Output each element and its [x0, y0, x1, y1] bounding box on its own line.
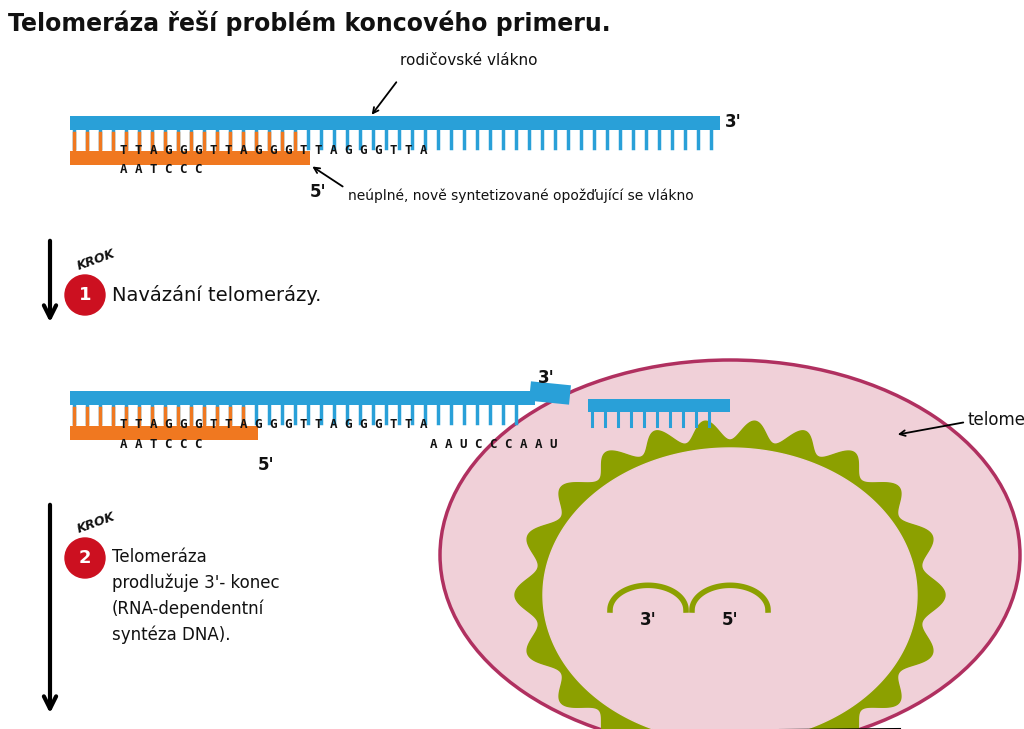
Text: prodlužuje 3'- konec: prodlužuje 3'- konec — [112, 574, 280, 593]
Text: Telomeráza řeší problém koncového primeru.: Telomeráza řeší problém koncového primer… — [8, 10, 610, 36]
Text: rodičovské vlákno: rodičovské vlákno — [400, 53, 538, 68]
Text: A A T C C C: A A T C C C — [120, 163, 203, 176]
Text: neúplné, nově syntetizované opožďující se vlákno: neúplné, nově syntetizované opožďující s… — [348, 188, 693, 203]
Text: telomeráza: telomeráza — [968, 411, 1024, 429]
Text: 3': 3' — [725, 113, 741, 131]
Ellipse shape — [440, 360, 1020, 729]
Text: KROK: KROK — [75, 510, 117, 536]
Polygon shape — [515, 421, 945, 729]
Bar — [588, 399, 730, 412]
Text: (RNA-dependentní: (RNA-dependentní — [112, 600, 264, 618]
Circle shape — [65, 538, 105, 578]
Text: 5': 5' — [310, 183, 327, 201]
Text: Navázání telomerázy.: Navázání telomerázy. — [112, 285, 322, 305]
Text: T T A G G G T T A G G G T T A G G G T T A: T T A G G G T T A G G G T T A G G G T T … — [120, 418, 427, 431]
Text: 5': 5' — [722, 611, 738, 629]
Bar — [70, 116, 720, 130]
Text: 2: 2 — [79, 549, 91, 567]
Bar — [70, 426, 258, 440]
Text: 5': 5' — [258, 456, 274, 474]
Text: syntéza DNA).: syntéza DNA). — [112, 626, 230, 644]
Bar — [70, 391, 535, 405]
Text: T T A G G G T T A G G G T T A G G G T T A: T T A G G G T T A G G G T T A G G G T T … — [120, 144, 427, 157]
Text: Telomeráza: Telomeráza — [112, 548, 207, 566]
Text: KROK: KROK — [75, 247, 117, 273]
Polygon shape — [543, 448, 918, 729]
Bar — [70, 151, 310, 165]
Text: A A T C C C: A A T C C C — [120, 438, 203, 451]
Text: 3': 3' — [538, 369, 555, 387]
Text: A A U C C C A A U: A A U C C C A A U — [430, 438, 557, 451]
Text: 1: 1 — [79, 286, 91, 304]
Text: 3': 3' — [640, 611, 656, 629]
Circle shape — [65, 275, 105, 315]
